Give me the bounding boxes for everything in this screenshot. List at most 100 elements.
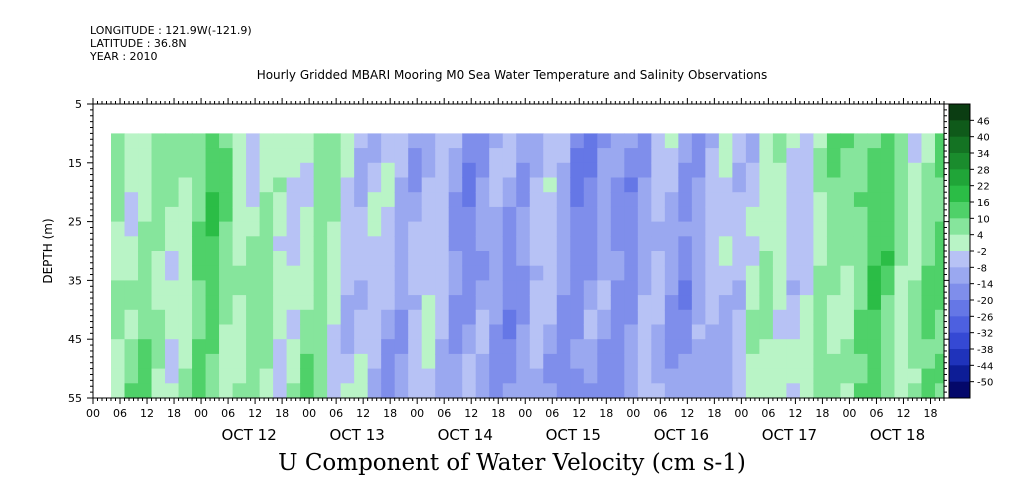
heatmap-cell: [124, 383, 139, 399]
heatmap-cell: [448, 236, 463, 252]
heatmap-cell: [165, 280, 180, 296]
heatmap-cell: [705, 192, 720, 208]
heatmap-cell: [192, 221, 207, 237]
heatmap-cell: [799, 162, 815, 179]
heatmap-cell: [732, 148, 747, 164]
x-tick-label: 18: [167, 407, 181, 420]
heatmap-cell: [313, 324, 328, 340]
heatmap-cell: [394, 206, 409, 223]
heatmap-cell: [192, 251, 207, 267]
heatmap-cell: [934, 309, 945, 326]
heatmap-cell: [435, 280, 450, 296]
heatmap-cell: [826, 324, 842, 340]
heatmap-cell: [111, 236, 126, 252]
heatmap-cell: [934, 177, 945, 193]
heatmap-cell: [624, 383, 639, 399]
heatmap-cell: [853, 251, 869, 267]
heatmap-cell: [813, 324, 828, 340]
x-tick-label: 06: [329, 407, 343, 420]
heatmap-cell: [367, 265, 382, 281]
heatmap-cell: [543, 280, 558, 296]
x-tick-label: 00: [194, 407, 208, 420]
day-label: OCT 15: [546, 426, 601, 444]
heatmap-cell: [259, 251, 274, 267]
heatmap-cell: [543, 148, 558, 164]
heatmap-cell: [381, 162, 396, 179]
x-tick-label: 12: [356, 407, 370, 420]
heatmap-cell: [907, 339, 923, 355]
heatmap-cell: [286, 265, 301, 281]
heatmap-cell: [637, 295, 652, 311]
heatmap-cell: [462, 133, 477, 149]
heatmap-cell: [583, 353, 598, 370]
heatmap-cell: [691, 309, 706, 326]
heatmap-cell: [732, 309, 747, 326]
heatmap-cell: [489, 324, 504, 340]
heatmap-cell: [138, 133, 153, 149]
heatmap-cell: [786, 251, 801, 267]
heatmap-cell: [516, 339, 531, 355]
heatmap-cell: [205, 148, 220, 164]
heatmap-cell: [745, 309, 760, 326]
heatmap-cell: [813, 295, 828, 311]
heatmap-cell: [759, 177, 774, 193]
heatmap-cell: [813, 206, 828, 223]
heatmap-cell: [934, 295, 945, 311]
heatmap-cell: [732, 324, 747, 340]
heatmap-cell: [799, 206, 815, 223]
heatmap-cell: [502, 162, 517, 179]
heatmap-cell: [678, 148, 693, 164]
heatmap-cell: [799, 295, 815, 311]
heatmap-cell: [178, 280, 193, 296]
heatmap-cell: [786, 383, 801, 399]
heatmap-cell: [610, 148, 625, 164]
heatmap-cell: [840, 148, 855, 164]
heatmap-cell: [435, 236, 450, 252]
heatmap-cell: [597, 295, 612, 311]
heatmap-cell: [556, 309, 571, 326]
heatmap-cell: [813, 368, 828, 384]
heatmap-cell: [151, 324, 166, 340]
heatmap-cell: [718, 383, 733, 399]
heatmap-cell: [543, 162, 558, 179]
heatmap-cell: [151, 221, 166, 237]
heatmap-cell: [570, 295, 585, 311]
heatmap-cell: [745, 324, 760, 340]
heatmap-cell: [516, 206, 531, 223]
heatmap-cell: [867, 221, 882, 237]
heatmap-cell: [489, 265, 504, 281]
heatmap-cell: [502, 177, 517, 193]
heatmap-cell: [327, 148, 342, 164]
heatmap-cell: [529, 339, 544, 355]
heatmap-cell: [300, 265, 315, 281]
heatmap-cell: [624, 368, 639, 384]
heatmap-cell: [651, 251, 666, 267]
heatmap-cell: [921, 177, 936, 193]
heatmap-cell: [178, 148, 193, 164]
heatmap-cell: [867, 368, 882, 384]
heatmap-cell: [232, 295, 247, 311]
heatmap-cell: [867, 324, 882, 340]
heatmap-cell: [705, 251, 720, 267]
heatmap-cell: [745, 353, 760, 370]
heatmap-cell: [664, 295, 679, 311]
heatmap-cell: [286, 383, 301, 399]
heatmap-cell: [556, 148, 571, 164]
heatmap-cell: [880, 192, 896, 208]
heatmap-cell: [205, 368, 220, 384]
heatmap-cell: [597, 383, 612, 399]
heatmap-cell: [826, 353, 842, 370]
heatmap-cell: [340, 206, 355, 223]
heatmap-cell: [259, 353, 274, 370]
heatmap-cell: [718, 148, 733, 164]
heatmap-cell: [705, 353, 720, 370]
heatmap-cell: [907, 206, 923, 223]
heatmap-cell: [111, 309, 126, 326]
heatmap-cell: [745, 162, 760, 179]
heatmap-cell: [273, 309, 288, 326]
heatmap-cell: [246, 177, 261, 193]
heatmap-cell: [894, 353, 909, 370]
heatmap-cell: [219, 383, 234, 399]
heatmap-cell: [907, 309, 923, 326]
heatmap-cell: [786, 339, 801, 355]
